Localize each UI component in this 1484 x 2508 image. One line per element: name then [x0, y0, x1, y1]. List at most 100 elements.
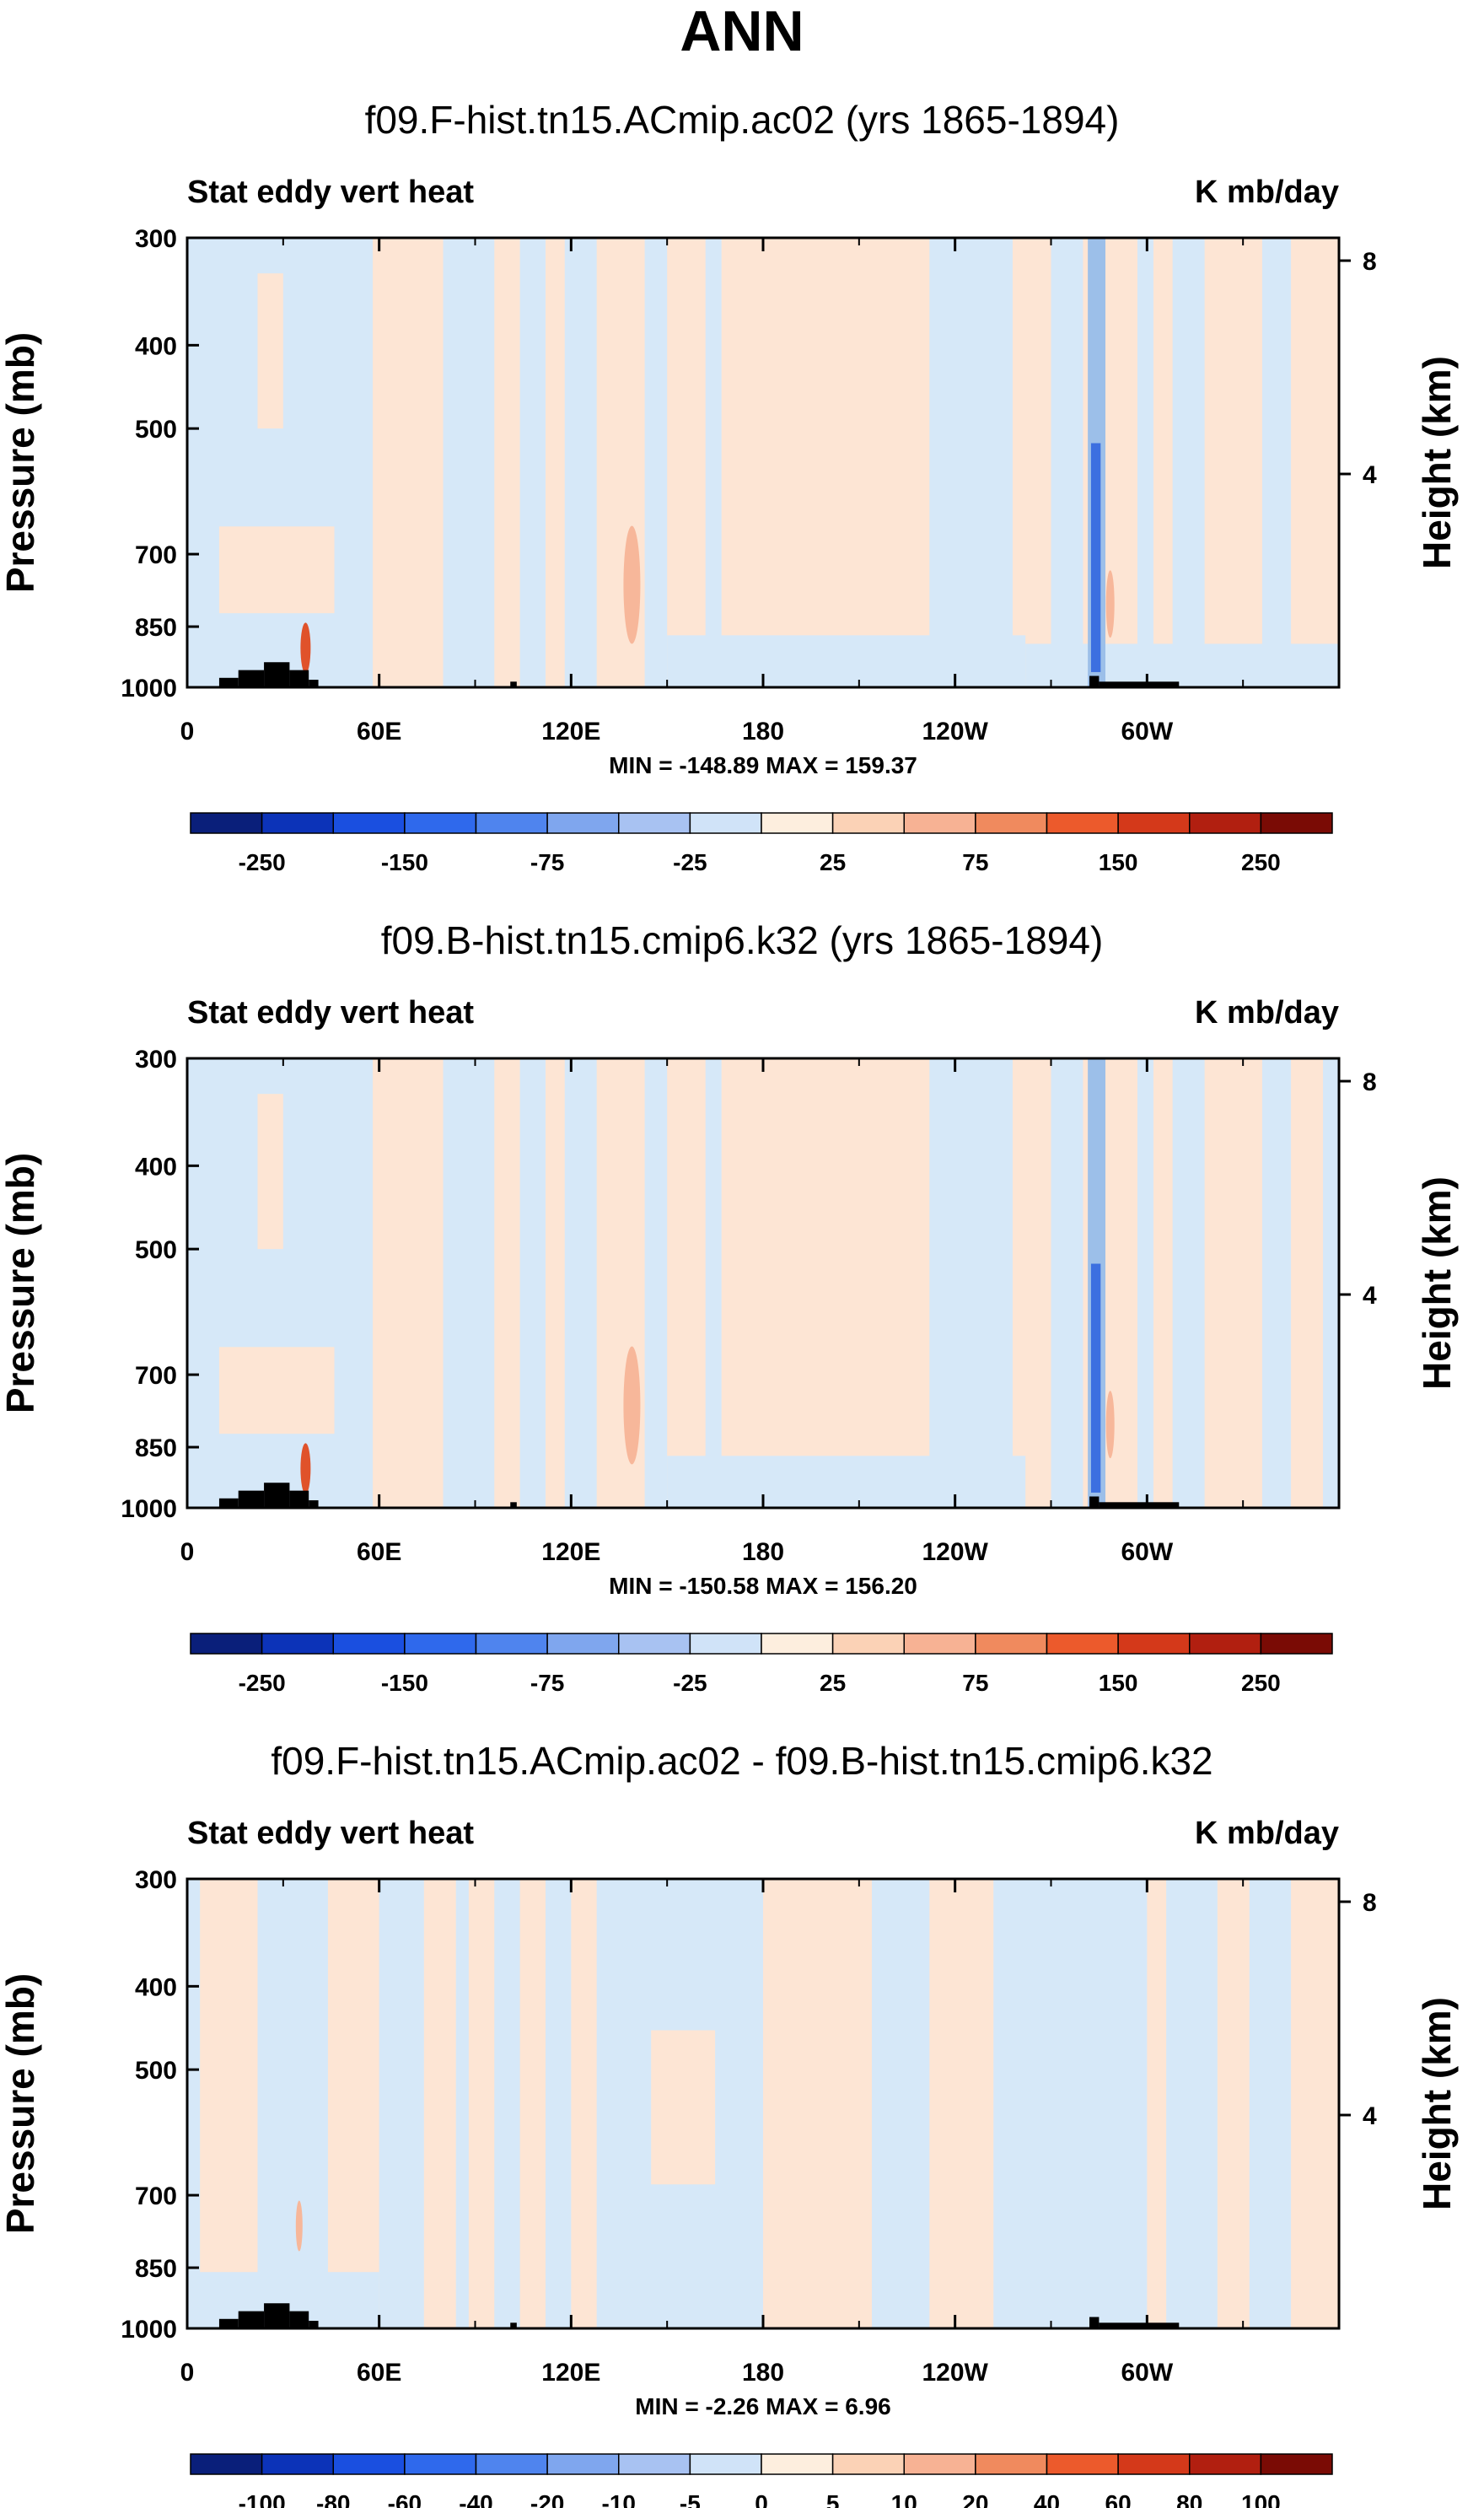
colorbar-label: 80	[1176, 2490, 1202, 2508]
panel-1: f09.F-hist.tn15.ACmip.ac02 (yrs 1865-189…	[0, 98, 1459, 875]
height-tick-label: 4	[1363, 461, 1377, 489]
panel-units-label: K mb/day	[1195, 175, 1339, 210]
field-positive-patch	[651, 2030, 716, 2185]
field-negative-band	[993, 1879, 1148, 2328]
topography	[309, 2321, 319, 2328]
y-tick-label: 400	[135, 332, 177, 360]
y-tick-label: 500	[135, 1236, 177, 1264]
colorbar-swatch	[761, 812, 834, 834]
field-negative-layer	[667, 635, 1026, 687]
field-negative-band	[705, 1058, 722, 1508]
colorbar-swatch	[831, 2453, 905, 2475]
field-positive-patch	[257, 273, 283, 429]
colorbar-label: -75	[530, 849, 564, 875]
colorbar-swatch	[1046, 2453, 1119, 2475]
colorbar-swatch	[332, 1633, 406, 1655]
colorbar-swatch	[475, 1633, 548, 1655]
topography	[264, 2303, 290, 2328]
topography	[1089, 2317, 1100, 2328]
y-tick-label: 1000	[121, 1495, 177, 1523]
colorbar-label: -20	[530, 2490, 564, 2508]
colorbar-label: -75	[530, 1670, 564, 1696]
topography	[510, 681, 517, 687]
colorbar-label: -40	[459, 2490, 492, 2508]
field-negative-band	[1249, 1879, 1292, 2328]
field-positive-patch	[218, 1347, 335, 1434]
colorbar-label: 100	[1241, 2490, 1281, 2508]
colorbar-swatch	[475, 2453, 548, 2475]
x-tick-label: 120E	[541, 1538, 600, 1566]
x-tick-label: 180	[742, 718, 784, 745]
colorbar-label: -5	[680, 2490, 701, 2508]
height-tick-label: 8	[1363, 1889, 1377, 1917]
colorbar-label: -80	[316, 2490, 350, 2508]
colorbar-swatch	[831, 812, 905, 834]
colorbar-swatch	[475, 812, 548, 834]
y-axis-label: Pressure (mb)	[0, 332, 42, 593]
topography	[510, 1502, 517, 1508]
y-tick-label: 500	[135, 2057, 177, 2085]
colorbar-swatch	[332, 2453, 406, 2475]
y-tick-label: 400	[135, 1973, 177, 2001]
field-strong-positive	[1105, 1391, 1115, 1459]
field-positive-patch	[257, 1094, 283, 1250]
colorbar-swatch	[404, 812, 477, 834]
colorbar-swatch	[618, 812, 691, 834]
x-tick-label: 120E	[541, 718, 600, 745]
colorbar-swatch	[975, 2453, 1048, 2475]
topography	[218, 1498, 239, 1508]
colorbar-swatch	[1189, 1633, 1262, 1655]
height-tick-label: 8	[1363, 1068, 1377, 1096]
colorbar-label: 40	[1034, 2490, 1060, 2508]
colorbar-label: -25	[673, 1670, 707, 1696]
field-negative-band	[1261, 1058, 1292, 1508]
x-tick-label: 60E	[357, 1538, 401, 1566]
colorbar-swatch	[190, 1633, 263, 1655]
field-negative-band	[1261, 238, 1292, 687]
topography	[309, 680, 319, 687]
topography	[1099, 2322, 1180, 2328]
colorbar-swatch	[1117, 1633, 1191, 1655]
colorbar-swatch	[546, 2453, 620, 2475]
field-strong-positive	[300, 622, 311, 674]
y-tick-label: 700	[135, 2182, 177, 2210]
x-tick-label: 60E	[357, 718, 401, 745]
field-negative-band	[187, 1879, 201, 2328]
colorbar-swatch	[761, 2453, 834, 2475]
x-tick-label: 60W	[1121, 1538, 1173, 1566]
colorbar-swatch	[546, 812, 620, 834]
topography	[218, 2318, 239, 2328]
contour-field	[187, 238, 1339, 687]
field-negative-band	[443, 1058, 495, 1508]
colorbar-label: -250	[239, 1670, 286, 1696]
x-tick-label: 180	[742, 2359, 784, 2387]
colorbar-swatch	[689, 812, 762, 834]
colorbar-swatch	[1260, 2453, 1333, 2475]
topography	[238, 2311, 265, 2328]
panel-left-label: Stat eddy vert heat	[187, 995, 474, 1031]
topography	[1099, 681, 1180, 687]
y-tick-label: 300	[135, 1866, 177, 1894]
colorbar-label: 20	[962, 2490, 988, 2508]
contour-field	[187, 1879, 1339, 2328]
field-negative-band	[379, 1879, 424, 2328]
topography	[510, 2322, 517, 2328]
colorbar-swatch	[190, 812, 263, 834]
y-tick-label: 500	[135, 416, 177, 444]
colorbar-label: 150	[1099, 849, 1138, 875]
field-strong-positive	[295, 2200, 303, 2252]
topography	[289, 2311, 309, 2328]
panel-left-label: Stat eddy vert heat	[187, 1816, 474, 1851]
colorbar-swatch	[1117, 812, 1191, 834]
y-tick-label: 1000	[121, 2316, 177, 2344]
field-negative-band	[1051, 238, 1083, 687]
x-tick-label: 60W	[1121, 2359, 1173, 2387]
x-tick-label: 60W	[1121, 718, 1173, 745]
topography	[218, 677, 239, 687]
colorbar-swatch	[1046, 812, 1119, 834]
x-tick-label: 120E	[541, 2359, 600, 2387]
colorbar-swatch	[1260, 812, 1333, 834]
colorbar-label: -250	[239, 849, 286, 875]
colorbar-swatch	[975, 1633, 1048, 1655]
colorbar-swatch	[261, 812, 334, 834]
